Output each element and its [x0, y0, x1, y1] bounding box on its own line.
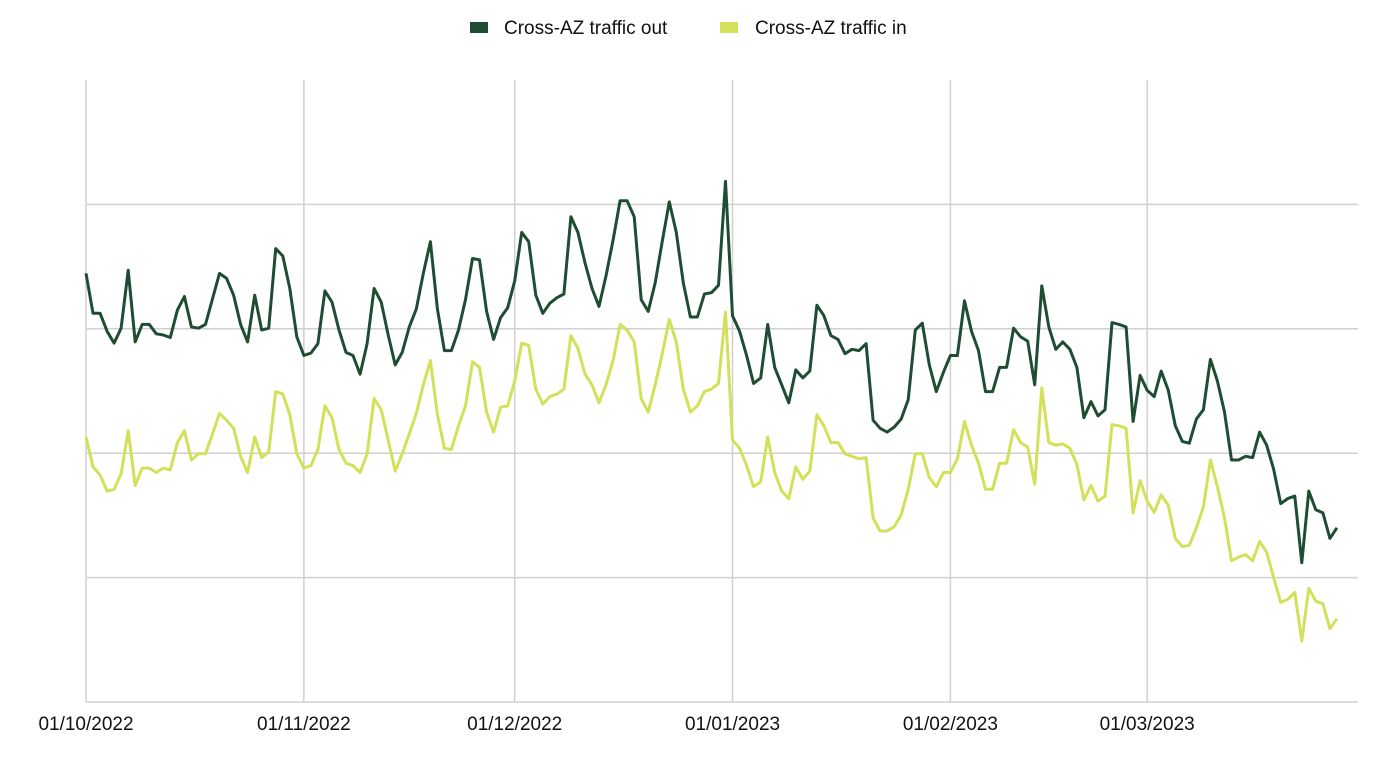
x-tick-label: 01/02/2023 [903, 714, 998, 735]
legend-swatch-traffic-in [720, 22, 738, 33]
x-tick-label: 01/12/2022 [467, 714, 562, 735]
x-tick-label: 01/01/2023 [685, 714, 780, 735]
legend: Cross-AZ traffic out Cross-AZ traffic in [470, 18, 907, 39]
legend-label-traffic-out: Cross-AZ traffic out [504, 18, 668, 39]
x-axis: 01/10/2022 01/11/2022 01/12/2022 01/01/2… [38, 714, 1194, 735]
x-tick-label: 01/11/2022 [257, 714, 351, 735]
series-layer [84, 179, 1339, 643]
series-line-traffic-in [84, 310, 1339, 643]
legend-label-traffic-in: Cross-AZ traffic in [755, 18, 907, 39]
legend-item-traffic-out: Cross-AZ traffic out [470, 18, 668, 39]
x-tick-label: 01/03/2023 [1100, 714, 1195, 735]
series-line-traffic-out [84, 179, 1339, 565]
legend-swatch-traffic-out [470, 22, 488, 33]
x-tick-label: 01/10/2022 [38, 714, 133, 735]
legend-item-traffic-in: Cross-AZ traffic in [720, 18, 907, 39]
